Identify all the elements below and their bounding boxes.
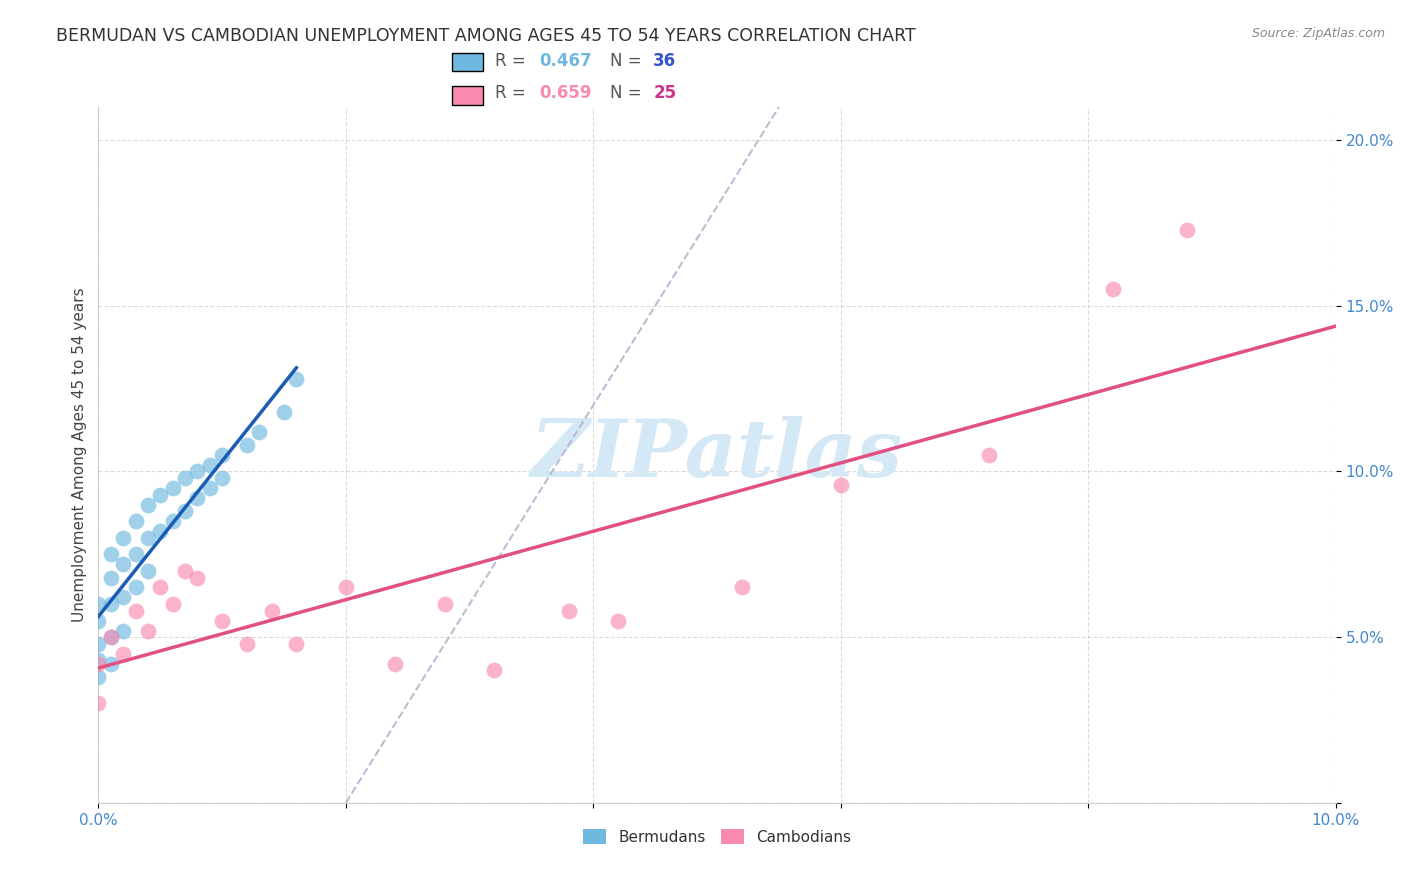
Point [112, 531, 135, 545]
Point [136, 624, 159, 638]
Point [87, 670, 110, 684]
Point [979, 448, 1001, 462]
Point [124, 581, 146, 595]
Point [100, 630, 122, 644]
Point [87, 697, 110, 711]
Point [149, 488, 172, 502]
Text: N =: N = [610, 53, 647, 70]
Point [100, 657, 122, 671]
FancyBboxPatch shape [453, 53, 484, 71]
Point [87, 657, 110, 671]
Point [136, 564, 159, 578]
Point [87, 614, 110, 628]
Point [174, 564, 197, 578]
Point [124, 547, 146, 561]
Point [557, 604, 579, 618]
Point [112, 558, 135, 572]
Point [174, 504, 197, 518]
Point [211, 614, 233, 628]
Text: 25: 25 [654, 84, 676, 102]
Point [100, 597, 122, 611]
Point [273, 405, 295, 419]
Point [198, 481, 221, 495]
Point [1102, 282, 1125, 296]
Point [136, 531, 159, 545]
Point [211, 448, 233, 462]
Point [112, 591, 135, 605]
Point [136, 498, 159, 512]
Point [198, 458, 221, 472]
Point [162, 597, 184, 611]
Point [100, 630, 122, 644]
Point [124, 604, 146, 618]
Point [87, 637, 110, 651]
Point [335, 581, 357, 595]
Point [100, 547, 122, 561]
Point [174, 471, 197, 485]
Point [830, 477, 852, 491]
Point [124, 514, 146, 528]
Point [112, 647, 135, 661]
Point [384, 657, 406, 671]
Legend: Bermudans, Cambodians: Bermudans, Cambodians [576, 822, 858, 851]
Point [247, 425, 270, 439]
Point [433, 597, 456, 611]
Point [162, 481, 184, 495]
Point [186, 465, 208, 479]
Text: 0.467: 0.467 [538, 53, 592, 70]
Text: R =: R = [495, 84, 531, 102]
Point [100, 570, 122, 584]
Point [484, 663, 506, 677]
Text: Source: ZipAtlas.com: Source: ZipAtlas.com [1251, 27, 1385, 40]
Text: R =: R = [495, 53, 531, 70]
Text: ZIPatlas: ZIPatlas [531, 417, 903, 493]
Text: N =: N = [610, 84, 647, 102]
Point [162, 514, 184, 528]
Point [186, 491, 208, 505]
Point [87, 653, 110, 667]
Point [260, 604, 283, 618]
Point [236, 637, 259, 651]
Point [285, 372, 308, 386]
Point [186, 570, 208, 584]
Point [731, 581, 754, 595]
Point [149, 524, 172, 538]
Point [607, 614, 630, 628]
Point [211, 471, 233, 485]
Y-axis label: Unemployment Among Ages 45 to 54 years: Unemployment Among Ages 45 to 54 years [72, 287, 87, 623]
Point [1175, 222, 1198, 236]
Text: BERMUDAN VS CAMBODIAN UNEMPLOYMENT AMONG AGES 45 TO 54 YEARS CORRELATION CHART: BERMUDAN VS CAMBODIAN UNEMPLOYMENT AMONG… [56, 27, 915, 45]
Text: 0.659: 0.659 [538, 84, 592, 102]
Point [285, 637, 308, 651]
FancyBboxPatch shape [453, 87, 484, 104]
Point [236, 438, 259, 452]
Text: 36: 36 [654, 53, 676, 70]
Point [87, 597, 110, 611]
Point [112, 624, 135, 638]
Point [149, 581, 172, 595]
